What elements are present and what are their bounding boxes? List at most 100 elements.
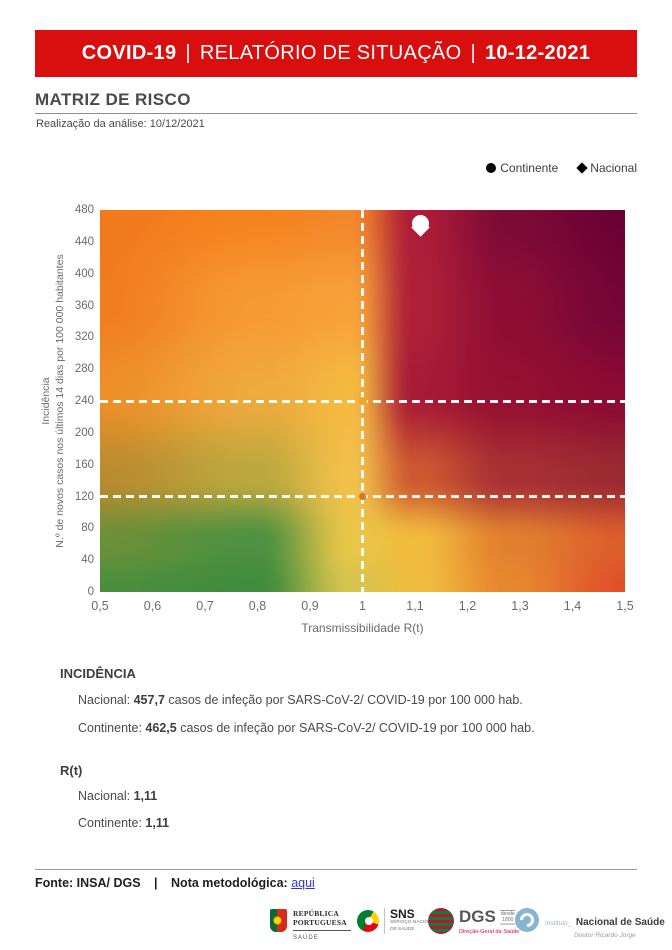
y-tick-label: 120 [74, 490, 94, 503]
dgs-sphere-icon [428, 908, 454, 934]
x-tick-label: 1,5 [616, 599, 634, 613]
page-title: MATRIZ DE RISCO [35, 90, 191, 109]
banner-title: RELATÓRIO DE SITUAÇÃO [199, 42, 462, 64]
x-tick-label: 1,2 [458, 599, 477, 613]
rt-continente-label: Continente: [78, 816, 142, 830]
y-tick-label: 400 [74, 267, 94, 280]
rt-nacional-row: Nacional: 1,11 [78, 789, 157, 803]
x-axis-ticks: 0,5 0,6 0,7 0,8 0,9 1 1,1 1,2 1,3 1,4 1,5 [91, 599, 633, 615]
report-banner: COVID-19 | RELATÓRIO DE SITUAÇÃO | 10-12… [35, 30, 637, 77]
insa-swirl-icon [517, 910, 537, 930]
intersection-dot [359, 493, 366, 500]
risk-matrix-plot-area [100, 210, 625, 592]
legend-label-nacional: Nacional [590, 161, 637, 175]
insa-circle-icon [515, 908, 539, 932]
sns-logo: SNS SERVIÇO NACIONAL DE SAÚDE [357, 908, 449, 934]
y-tick-label: 240 [74, 395, 94, 407]
x-tick-label: 0,7 [196, 599, 214, 613]
y-axis-ticks: 0 40 80 120 160 200 240 280 320 360 400 440 480 [56, 204, 94, 598]
insa-prefix: Instituto_ [545, 920, 572, 927]
logo-strip: REPÚBLICA PORTUGUESA SAÚDE SNS SERVIÇO N… [0, 904, 672, 948]
footer-separator: | [154, 876, 158, 890]
sns-abbr: SNS [390, 907, 415, 921]
incidencia-nacional-value: 457,7 [133, 693, 165, 707]
dgs-text: DGS desde 1800 Direção-Geral da Saúde [454, 908, 535, 936]
incidencia-continente-label: Continente: [78, 721, 142, 735]
x-tick-label: 0,8 [248, 599, 267, 613]
banner-separator: | [185, 42, 191, 64]
sns-ring-hole [365, 917, 373, 925]
methodology-link[interactable]: aqui [291, 876, 315, 890]
x-tick-label: 1 [359, 599, 366, 613]
dgs-abbr: DGS [459, 907, 496, 926]
y-axis-title-line1: Incidência [40, 377, 52, 425]
title-divider [35, 113, 637, 114]
insa-subtitle: Doutor Ricardo Jorge [573, 932, 636, 939]
republica-divider [293, 930, 351, 931]
incidencia-continente-suffix: casos de infeção por SARS-CoV-2/ COVID-1… [180, 721, 535, 735]
incidencia-heading: INCIDÊNCIA [60, 666, 136, 681]
banner-separator: | [470, 42, 476, 64]
y-tick-label: 360 [74, 299, 94, 312]
footer-divider [35, 869, 637, 870]
y-tick-label: 320 [74, 331, 94, 344]
footer: Fonte: INSA/ DGS | Nota metodológica: aq… [35, 876, 315, 890]
dgs-since-top: desde [500, 911, 515, 917]
insa-logo: Instituto_ Nacional de Saúde Doutor Rica… [515, 908, 665, 939]
rt-continente-row: Continente: 1,11 [78, 816, 169, 830]
republica-line2: PORTUGUESA [293, 918, 347, 927]
legend-item-nacional: Nacional [576, 161, 637, 175]
legend-item-continente: Continente [486, 161, 558, 175]
insa-text: Instituto_ Nacional de Saúde Doutor Rica… [545, 912, 665, 940]
x-axis-title: Transmissibilidade R(t) [301, 621, 424, 635]
y-tick-label: 440 [74, 235, 94, 248]
banner-date: 10-12-2021 [484, 42, 591, 64]
y-tick-label: 200 [74, 426, 94, 439]
incidencia-nacional-label: Nacional: [78, 693, 131, 707]
sns-sub2: DE SAÚDE [390, 926, 415, 932]
y-tick-label: 0 [87, 586, 94, 598]
dgs-subtitle: Direção-Geral da Saúde [459, 929, 520, 935]
rt-nacional-label: Nacional: [78, 789, 131, 803]
banner-covid-label: COVID-19 [81, 42, 177, 64]
rt-continente-value: 1,11 [145, 816, 170, 830]
rt-heading: R(t) [60, 763, 83, 778]
y-tick-label: 280 [74, 363, 94, 376]
incidencia-continente-row: Continente: 462,5 casos de infeção por S… [78, 721, 535, 735]
intersection-dot [358, 397, 367, 405]
sns-text: SNS SERVIÇO NACIONAL DE SAÚDE [390, 908, 449, 933]
x-tick-label: 1,4 [563, 599, 582, 613]
rt-nacional-value: 1,11 [133, 789, 158, 803]
incidencia-continente-value: 462,5 [145, 721, 177, 735]
portugal-flag-icon [270, 909, 287, 932]
republica-line1: REPÚBLICA [293, 909, 339, 918]
y-tick-label: 160 [74, 458, 94, 471]
republica-text: REPÚBLICA PORTUGUESA SAÚDE [293, 909, 351, 943]
analysis-date: Realização da análise: 10/12/2021 [36, 118, 205, 130]
sns-ring-icon [357, 910, 379, 932]
x-tick-label: 0,9 [301, 599, 319, 613]
x-tick-label: 0,5 [91, 599, 109, 613]
legend-label-continente: Continente [500, 161, 559, 175]
republica-portuguesa-logo: REPÚBLICA PORTUGUESA SAÚDE [270, 909, 351, 943]
footer-source: Fonte: INSA/ DGS [35, 876, 141, 890]
insa-name: Nacional de Saúde [575, 917, 665, 928]
sns-sub1: SERVIÇO NACIONAL [390, 920, 438, 925]
continente-marker-icon [486, 163, 497, 173]
data-point-continente [411, 215, 429, 233]
armillary-sphere-icon [273, 916, 282, 925]
chart-legend: Continente Nacional [486, 161, 637, 175]
footer-nota-label: Nota metodológica: [171, 876, 288, 890]
dgs-logo: DGS desde 1800 Direção-Geral da Saúde [428, 908, 535, 936]
nacional-marker-icon [576, 162, 588, 174]
sns-divider [384, 908, 385, 934]
x-tick-label: 1,1 [406, 599, 424, 613]
y-tick-label: 480 [74, 204, 94, 216]
dgs-since-bottom: 1800 [501, 917, 514, 923]
y-tick-label: 40 [81, 554, 94, 567]
y-tick-label: 80 [81, 522, 94, 535]
x-tick-label: 0,6 [143, 599, 162, 613]
republica-saude: SAÚDE [293, 935, 319, 941]
incidencia-nacional-suffix: casos de infeção por SARS-CoV-2/ COVID-1… [168, 693, 523, 707]
